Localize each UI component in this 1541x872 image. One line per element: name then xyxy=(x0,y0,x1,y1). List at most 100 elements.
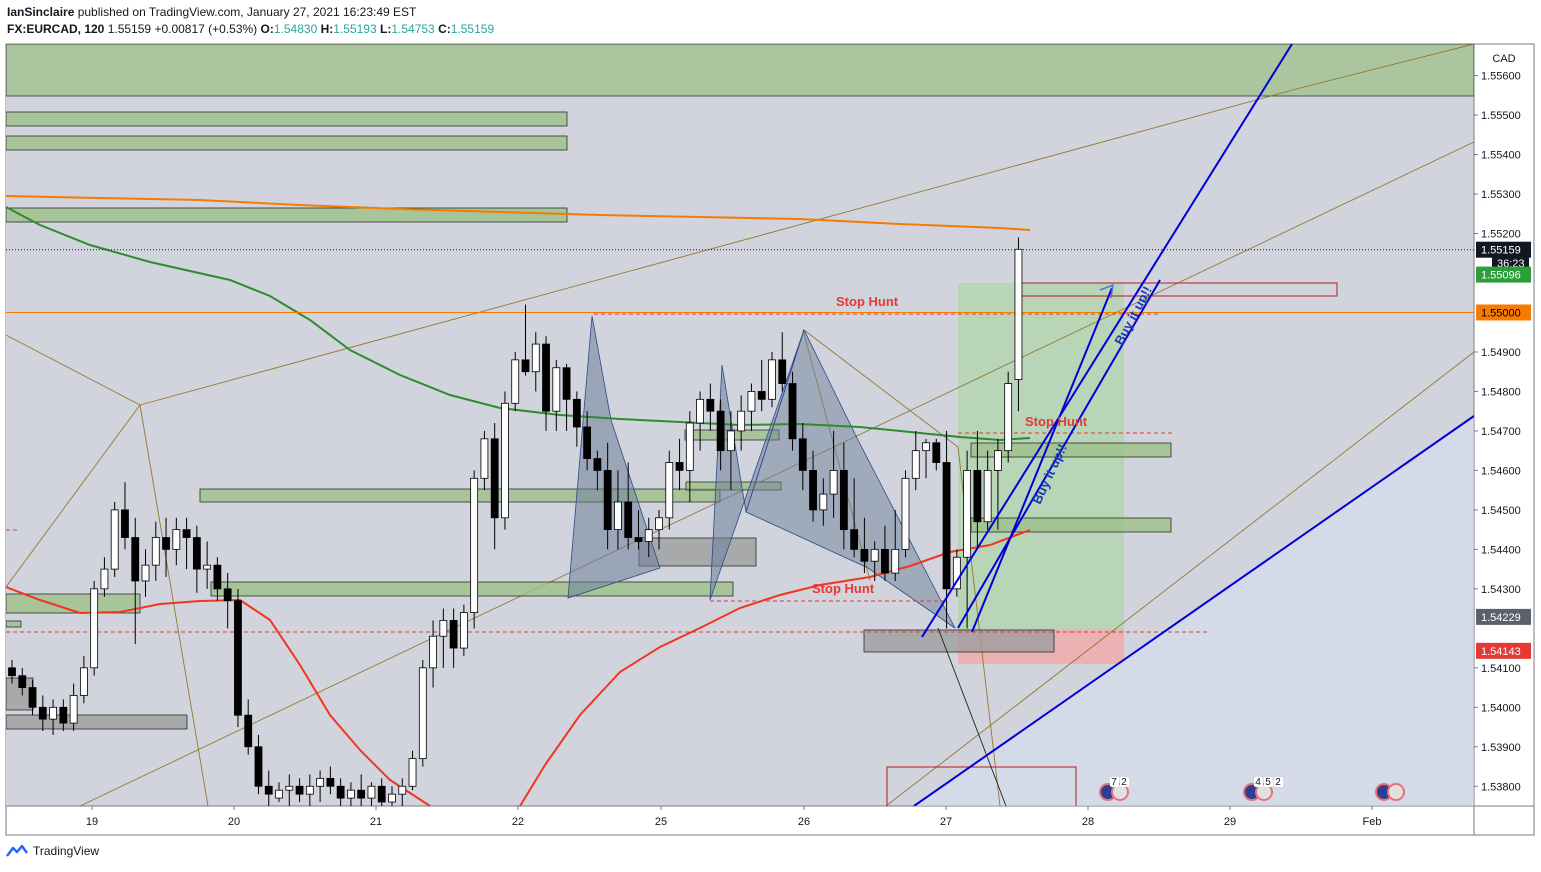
candle xyxy=(634,509,643,550)
x-tick-label: 19 xyxy=(86,816,98,828)
high-value: 1.55193 xyxy=(333,22,377,36)
bear-candle-body xyxy=(881,548,889,574)
event-count: 2 xyxy=(1121,777,1127,788)
candle xyxy=(316,770,325,803)
candle xyxy=(285,774,294,806)
bear-candle-body xyxy=(254,746,263,787)
bear-candle-body xyxy=(38,706,47,720)
y-tick-label: 1.55200 xyxy=(1481,229,1521,241)
price-label: 1.54229 xyxy=(1481,612,1521,624)
y-tick-label: 1.54400 xyxy=(1481,544,1521,556)
price-zone xyxy=(6,620,22,628)
candle xyxy=(973,430,982,550)
candle xyxy=(911,430,920,491)
bull-candle-body xyxy=(439,620,448,637)
y-tick-label: 1.53900 xyxy=(1481,742,1521,754)
bull-candle-body xyxy=(644,529,653,542)
y-tick-label: 1.54000 xyxy=(1481,702,1521,714)
x-tick-label: 27 xyxy=(940,816,952,828)
event-count: 4 xyxy=(1255,777,1261,788)
candle xyxy=(295,778,304,803)
candle xyxy=(511,351,520,412)
bull-candle-body xyxy=(347,789,355,799)
price-label-bg xyxy=(1476,642,1531,659)
x-tick-label: 22 xyxy=(512,816,524,828)
candle xyxy=(141,549,150,597)
bull-candle-body xyxy=(665,462,674,519)
y-tick-label: 1.54700 xyxy=(1481,426,1521,438)
bear-candle-body xyxy=(562,367,571,400)
bull-candle-body xyxy=(69,695,78,724)
bear-candle-body xyxy=(521,359,530,373)
price-axis: CAD 1.55600 1.55500 1.55400 1.55300 1.55200 1.… xyxy=(1474,53,1531,793)
bull-candle-body xyxy=(110,509,119,570)
bear-candle-body xyxy=(788,383,797,440)
grey-zone xyxy=(6,714,188,730)
close-value: 1.55159 xyxy=(450,22,495,36)
price-zone xyxy=(6,135,568,151)
bear-candle-body xyxy=(28,687,37,708)
price-label-bg xyxy=(1476,241,1531,258)
bear-candle-body xyxy=(326,777,335,787)
bear-candle-body xyxy=(162,537,170,550)
candle xyxy=(90,580,99,676)
bear-candle-body xyxy=(706,398,715,412)
bear-candle-body xyxy=(603,470,612,531)
candle xyxy=(357,774,366,806)
price-zone xyxy=(970,517,1172,533)
harmonic-pattern-1 xyxy=(567,315,661,599)
candle xyxy=(675,438,684,491)
candle xyxy=(234,588,242,728)
candle xyxy=(819,478,828,526)
bear-candle-body xyxy=(18,675,27,688)
bull-candle-body xyxy=(90,588,99,669)
candle xyxy=(922,438,930,479)
grey-zone xyxy=(863,629,1055,653)
candle xyxy=(162,517,170,578)
bear-candle-body xyxy=(675,462,684,471)
candle xyxy=(1004,371,1013,463)
candle xyxy=(305,774,314,806)
candle xyxy=(244,699,253,755)
bull-candle-body xyxy=(418,667,427,760)
bull-candle-body xyxy=(408,758,417,787)
candle xyxy=(59,699,68,731)
candle xyxy=(490,423,499,550)
candle xyxy=(809,450,817,522)
bear-candle-body xyxy=(798,438,807,471)
bear-candle-body xyxy=(490,438,499,519)
bear-candle-body xyxy=(860,548,869,562)
candle xyxy=(706,383,715,431)
price-label: 1.55096 xyxy=(1481,270,1521,282)
bull-candle-body xyxy=(655,517,663,531)
candle xyxy=(562,363,571,431)
x-tick-label: 20 xyxy=(228,816,240,828)
ema-orange xyxy=(6,195,1031,231)
candle xyxy=(172,517,181,566)
bull-candle-body xyxy=(922,442,930,452)
candle xyxy=(850,478,859,558)
price-label-bg xyxy=(1476,304,1531,321)
candle xyxy=(624,462,633,550)
bear-candle-body xyxy=(234,600,242,716)
bull-candle-body xyxy=(685,422,694,471)
bear-candle-body xyxy=(572,398,581,428)
candle xyxy=(213,557,222,601)
bear-candle-body xyxy=(757,391,766,400)
bear-candle-body xyxy=(182,529,191,538)
candle xyxy=(398,778,407,806)
bear-candle-body xyxy=(942,462,951,590)
y-tick-label: 1.55300 xyxy=(1481,189,1521,201)
candle xyxy=(418,659,427,767)
x-tick-label: 21 xyxy=(370,816,382,828)
candle xyxy=(788,371,797,451)
bear-candle-body xyxy=(778,359,787,384)
candle xyxy=(696,391,704,451)
symbol-interval[interactable]: FX:EURCAD, 120 xyxy=(7,22,105,36)
candle xyxy=(881,525,889,581)
event-count-bg xyxy=(1110,777,1119,787)
candle xyxy=(192,525,201,593)
time-axis: 19 20 21 22 25 26 27 28 29 Feb xyxy=(86,806,1381,828)
